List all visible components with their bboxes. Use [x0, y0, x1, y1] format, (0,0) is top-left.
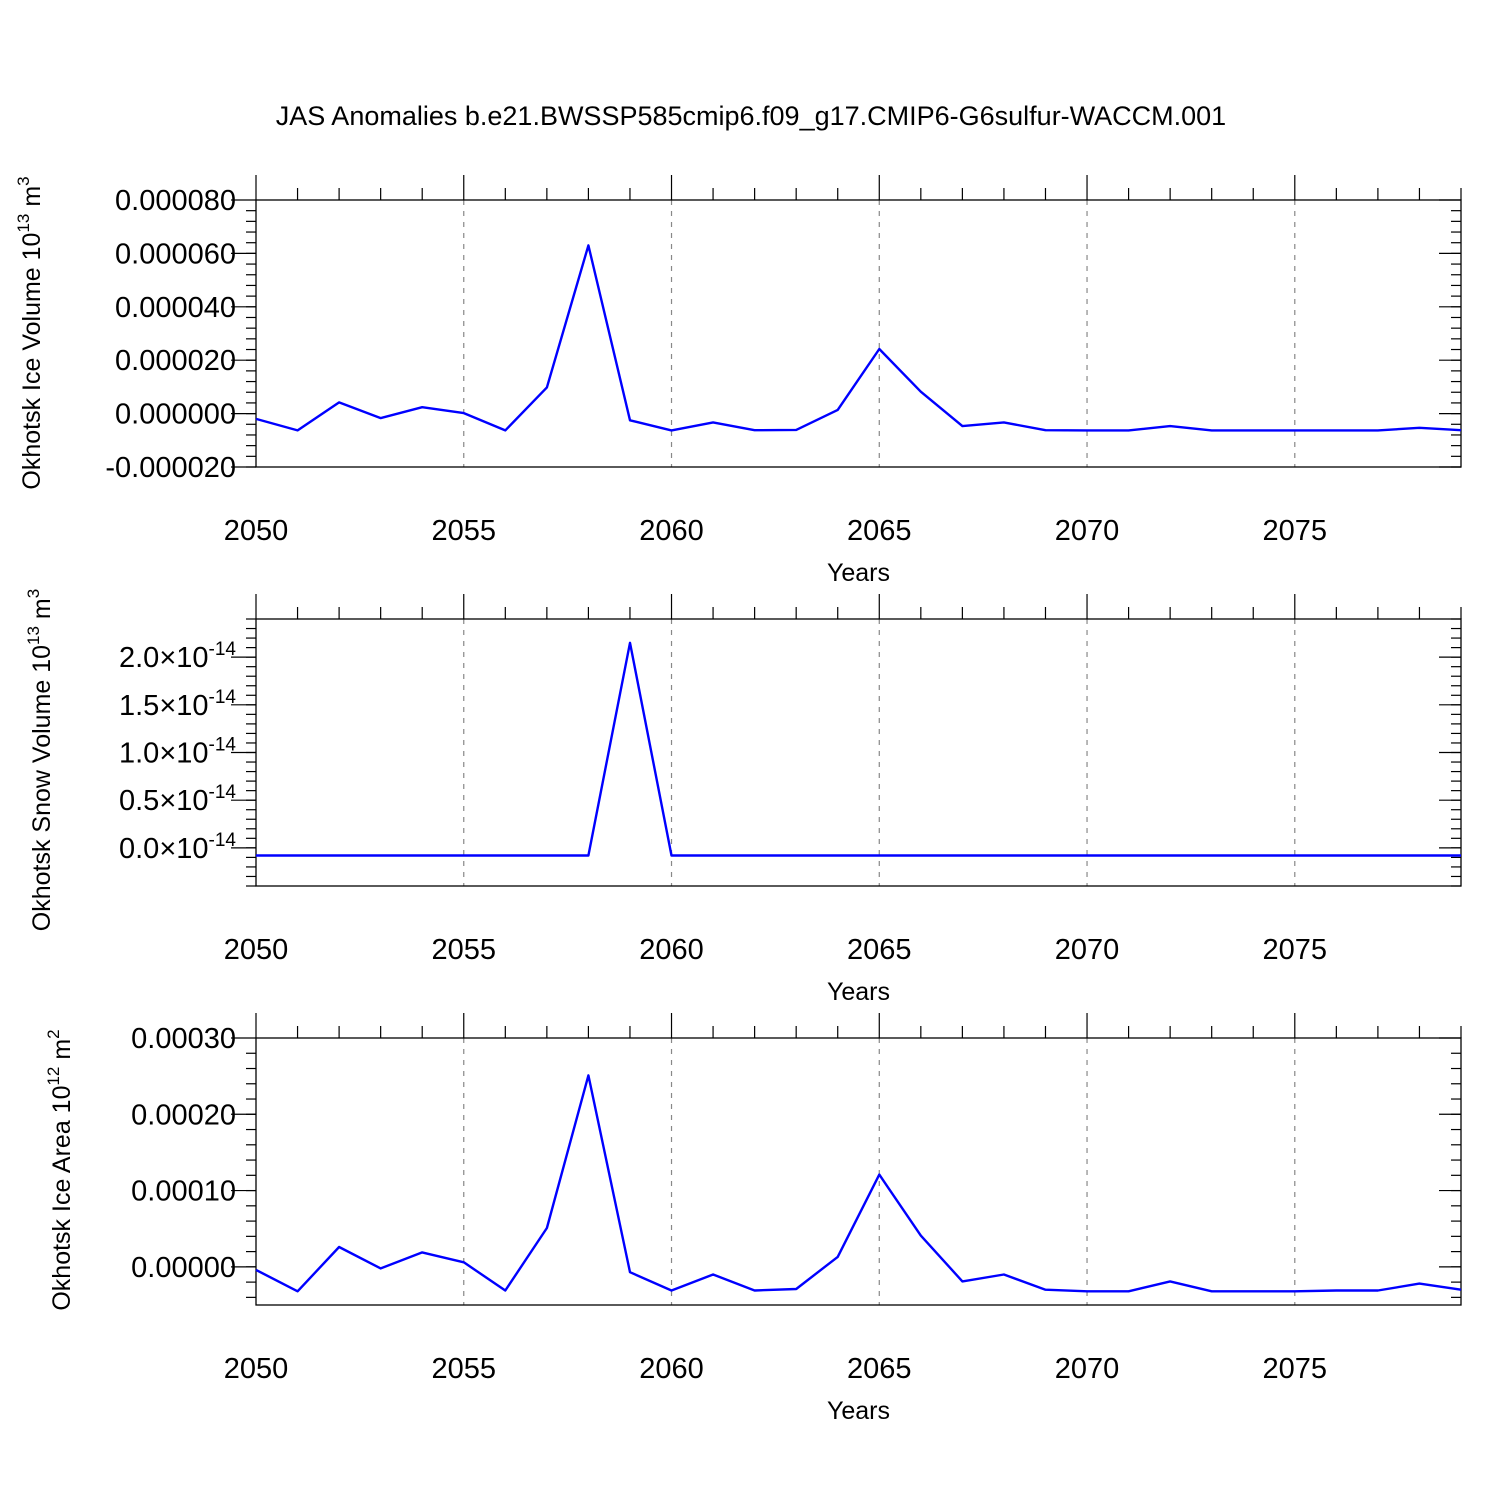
y-axis-label: Okhotsk Snow Volume 1013 m3 — [24, 589, 56, 931]
chart-panel-1: 0.000080 0.000060 0.000040 0.000020 0.000000… — [14, 175, 1462, 587]
x-tick-label: 2075 — [1263, 934, 1328, 966]
x-tick-label: 2055 — [432, 1353, 497, 1385]
y-tick-label: 0.0×10-14 — [119, 830, 236, 865]
y-tick-label: 2.0×10-14 — [119, 639, 236, 674]
chart-panel-3: 0.00030 0.00020 0.00010 0.00000 2050 2055 2060… — [44, 1013, 1462, 1425]
x-tick-label: 2075 — [1263, 1353, 1328, 1385]
y-axis-label: Okhotsk Ice Area 1012 m2 — [44, 1029, 76, 1310]
plot-frame — [255, 199, 1462, 468]
x-tick-label: 2075 — [1263, 515, 1328, 547]
y-tick-label: 0.000000 — [115, 399, 236, 431]
x-axis-label: Years — [827, 1397, 890, 1425]
y-tick-label: 0.00030 — [131, 1023, 236, 1055]
data-series-line — [255, 1074, 1462, 1293]
x-tick-label: 2070 — [1055, 934, 1120, 966]
plot-frame — [255, 618, 1462, 887]
y-tick-label: 0.00000 — [131, 1252, 236, 1284]
x-tick-label: 2060 — [639, 1353, 704, 1385]
x-tick-label: 2070 — [1055, 515, 1120, 547]
chart-title: JAS Anomalies b.e21.BWSSP585cmip6.f09_g1… — [276, 101, 1226, 131]
y-tick-label: 1.0×10-14 — [119, 735, 236, 770]
x-tick-label: 2055 — [432, 515, 497, 547]
y-axis-label: Okhotsk Ice Volume 1013 m3 — [14, 176, 46, 489]
chart-panel-2: 2.0×10-14 1.5×10-14 1.0×10-14 0.5×10-14 0.0×… — [24, 589, 1462, 1006]
y-tick-label: 0.000020 — [115, 345, 236, 377]
x-tick-label: 2065 — [847, 515, 912, 547]
y-tick-label: 1.5×10-14 — [119, 687, 236, 722]
x-tick-label: 2050 — [224, 934, 289, 966]
x-tick-label: 2065 — [847, 934, 912, 966]
x-tick-label: 2060 — [639, 934, 704, 966]
y-tick-label: 0.00010 — [131, 1176, 236, 1208]
data-series-line — [255, 244, 1462, 432]
x-tick-label: 2050 — [224, 1353, 289, 1385]
y-tick-label: -0.000020 — [105, 452, 236, 484]
y-tick-label: 0.000040 — [115, 292, 236, 324]
y-tick-label: 0.00020 — [131, 1099, 236, 1131]
y-tick-label: 0.5×10-14 — [119, 782, 236, 817]
x-tick-label: 2065 — [847, 1353, 912, 1385]
plot-frame — [255, 1037, 1462, 1306]
x-axis-label: Years — [827, 559, 890, 587]
x-tick-label: 2050 — [224, 515, 289, 547]
x-tick-label: 2055 — [432, 934, 497, 966]
y-tick-label: 0.000060 — [115, 238, 236, 270]
x-tick-label: 2060 — [639, 515, 704, 547]
x-axis-label: Years — [827, 978, 890, 1006]
y-tick-label: 0.000080 — [115, 185, 236, 217]
x-tick-label: 2070 — [1055, 1353, 1120, 1385]
data-series-line — [256, 641, 1461, 857]
